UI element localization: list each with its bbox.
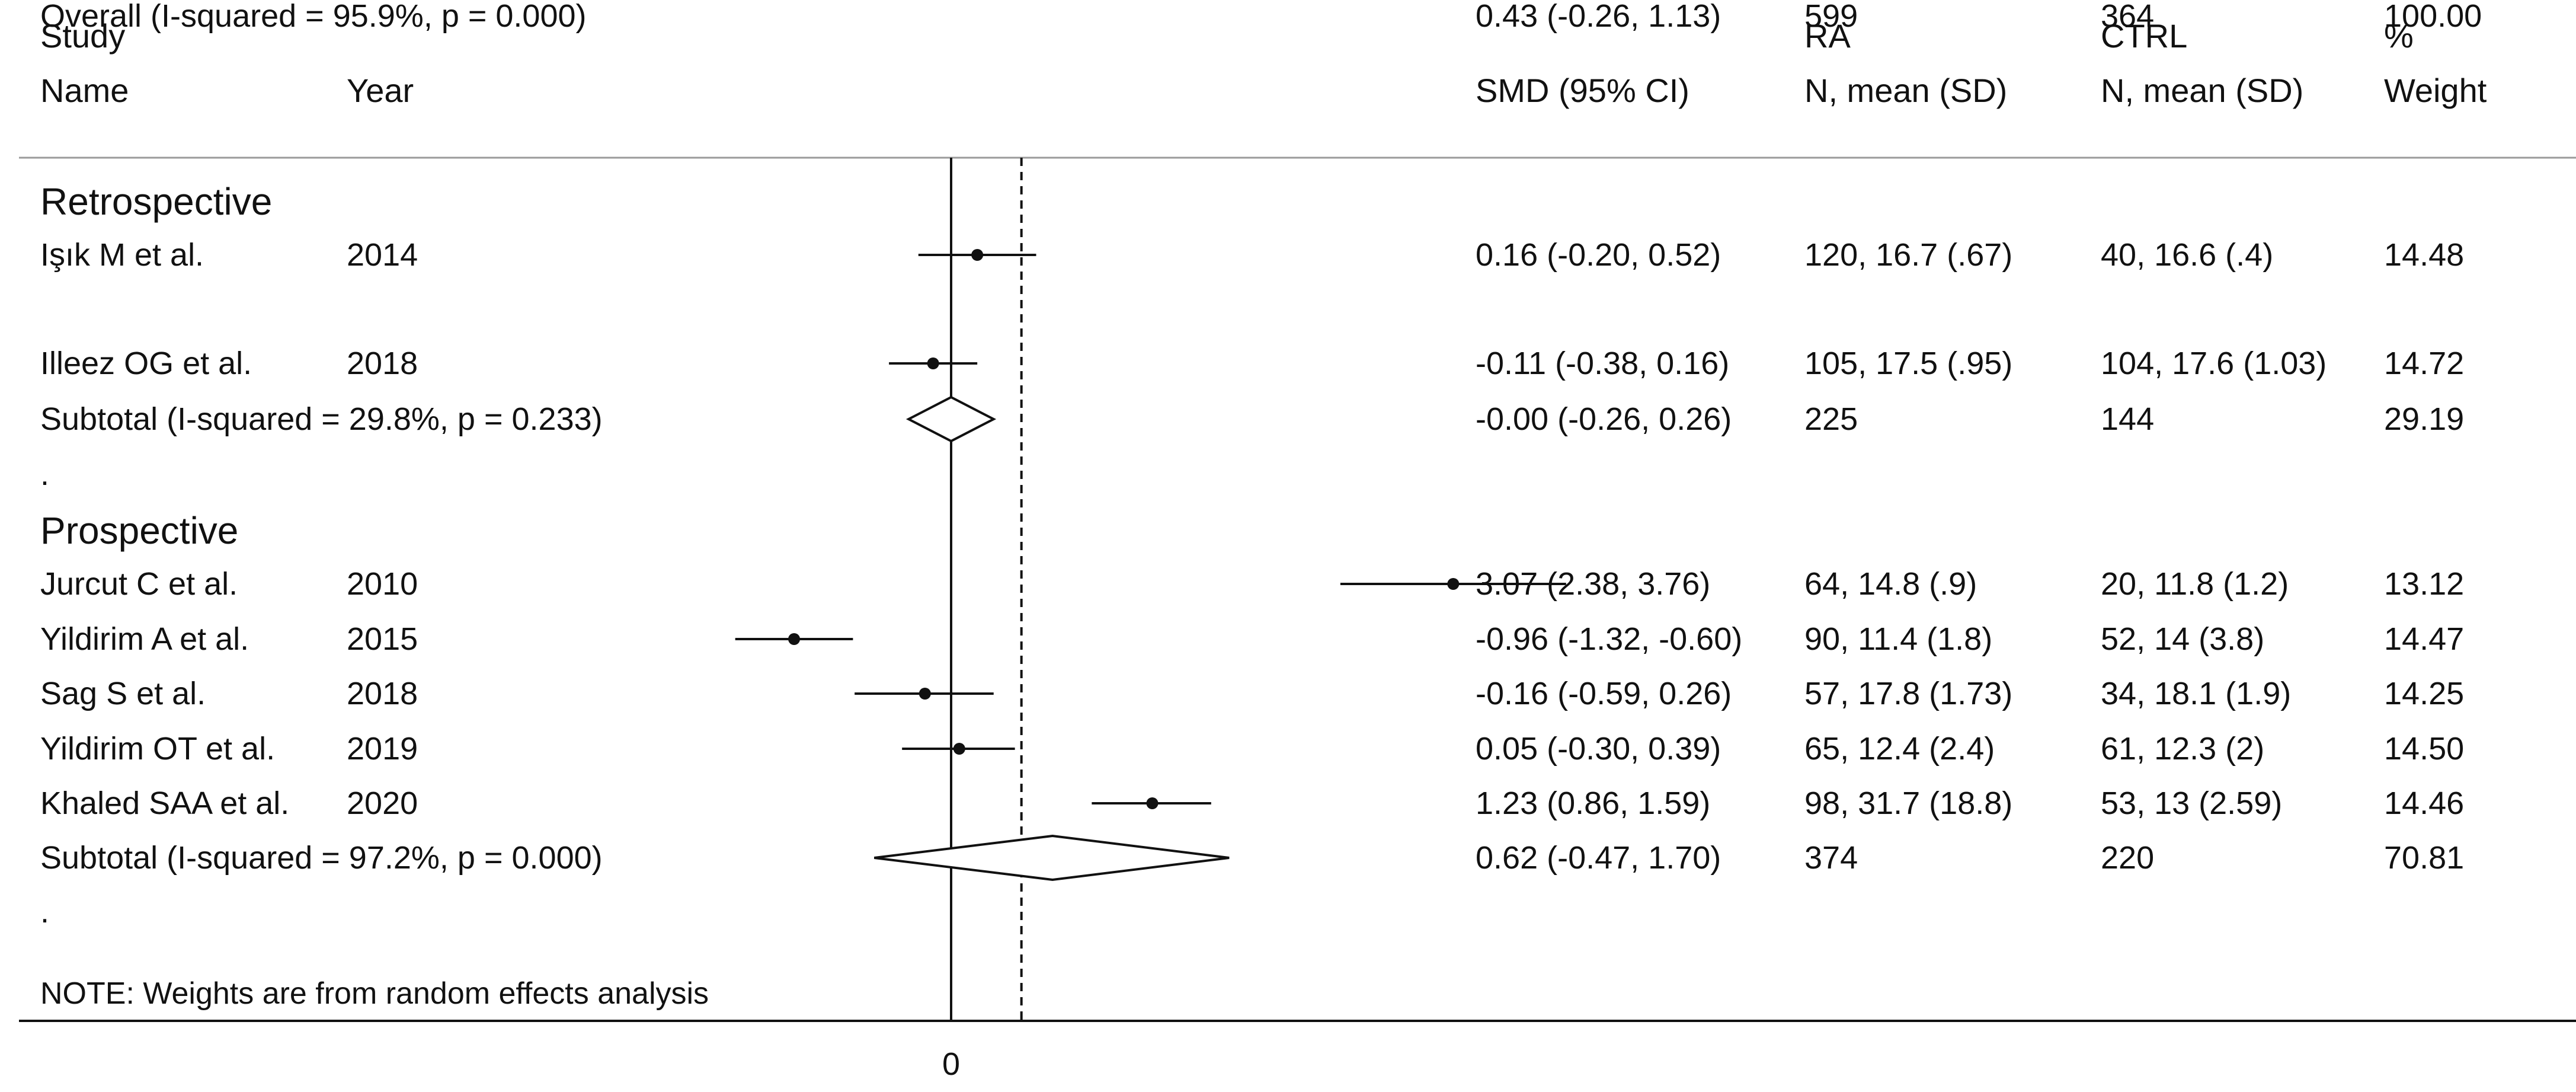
ctrl-value: 52, 14 (3.8)	[2101, 621, 2265, 657]
ctrl-value: 20, 11.8 (1.2)	[2101, 566, 2289, 602]
header-weight: Weight	[2384, 72, 2487, 109]
weight-value: 100.00	[2384, 0, 2482, 34]
point-estimate	[927, 357, 939, 369]
ctrl-value: 40, 16.6 (.4)	[2101, 237, 2274, 273]
study-name: Yildirim A et al.	[40, 621, 249, 657]
group-heading: Retrospective	[40, 180, 273, 223]
weight-value: 14.46	[2384, 786, 2465, 821]
study-year: 2015	[347, 621, 418, 657]
header-smd: SMD (95% CI)	[1476, 72, 1689, 109]
study-year: 2014	[347, 237, 418, 273]
overall-label: Overall (I-squared = 95.9%, p = 0.000)	[40, 0, 587, 34]
footnote: NOTE: Weights are from random effects an…	[40, 976, 709, 1011]
smd-ci-value: -0.00 (-0.26, 0.26)	[1476, 401, 1732, 437]
smd-ci-value: -0.16 (-0.59, 0.26)	[1476, 676, 1732, 711]
smd-ci-value: -0.96 (-1.32, -0.60)	[1476, 621, 1743, 657]
point-estimate	[1146, 797, 1159, 809]
ctrl-value: 144	[2101, 401, 2155, 437]
smd-ci-value: 0.16 (-0.20, 0.52)	[1476, 237, 1721, 273]
ra-value: 105, 17.5 (.95)	[1804, 346, 2013, 381]
weight-value: 14.48	[2384, 237, 2465, 273]
study-name: Illeez OG et al.	[40, 346, 252, 381]
x-tick-label: 0	[942, 1046, 961, 1082]
weight-value: 14.47	[2384, 621, 2465, 657]
ctrl-value: 104, 17.6 (1.03)	[2101, 346, 2327, 381]
ra-value: 120, 16.7 (.67)	[1804, 237, 2013, 273]
header-weight-percent: %	[2384, 17, 2414, 55]
study-year: 2019	[347, 731, 418, 767]
header-year: Year	[347, 72, 414, 109]
subtotal-diamond	[874, 834, 1230, 882]
ctrl-value: 61, 12.3 (2)	[2101, 731, 2265, 767]
study-name: Jurcut C et al.	[40, 566, 238, 602]
smd-ci-value: 0.05 (-0.30, 0.39)	[1476, 731, 1721, 767]
study-year: 2018	[347, 676, 418, 711]
ctrl-value: 364	[2101, 0, 2155, 34]
weight-value: 13.12	[2384, 566, 2465, 602]
ra-value: 374	[1804, 840, 1858, 876]
point-estimate	[919, 688, 931, 700]
header-ra-stats: N, mean (SD)	[1804, 72, 2008, 109]
header-name: Name	[40, 72, 129, 109]
study-name: Yildirim OT et al.	[40, 731, 276, 767]
ra-value: 90, 11.4 (1.8)	[1804, 621, 1993, 657]
header-ctrl: CTRL	[2101, 17, 2188, 55]
subtotal-diamond	[905, 395, 997, 443]
smd-ci-value: 1.23 (0.86, 1.59)	[1476, 786, 1711, 821]
group-heading: Prospective	[40, 509, 239, 552]
ra-value: 65, 12.4 (2.4)	[1804, 731, 1995, 767]
study-name: Sag S et al.	[40, 676, 206, 711]
study-name: Khaled SAA et al.	[40, 786, 290, 821]
point-estimate	[1447, 578, 1460, 590]
weight-value: 14.25	[2384, 676, 2465, 711]
weight-value: 14.72	[2384, 346, 2465, 381]
point-estimate	[971, 249, 984, 261]
subtotal-label: Subtotal (I-squared = 97.2%, p = 0.000)	[40, 840, 603, 876]
spacer-dot: .	[40, 894, 50, 930]
smd-ci-value: 3.07 (2.38, 3.76)	[1476, 566, 1711, 602]
header-ctrl-stats: N, mean (SD)	[2101, 72, 2304, 109]
smd-ci-value: 0.62 (-0.47, 1.70)	[1476, 840, 1721, 876]
point-estimate	[953, 743, 965, 755]
header-study: Study	[40, 17, 126, 55]
ctrl-value: 220	[2101, 840, 2155, 876]
ra-value: 225	[1804, 401, 1858, 437]
study-year: 2018	[347, 346, 418, 381]
weight-value: 70.81	[2384, 840, 2465, 876]
weight-value: 29.19	[2384, 401, 2465, 437]
ctrl-value: 34, 18.1 (1.9)	[2101, 676, 2292, 711]
smd-ci-value: 0.43 (-0.26, 1.13)	[1476, 0, 1721, 34]
point-estimate	[788, 633, 801, 645]
ra-value: 57, 17.8 (1.73)	[1804, 676, 2013, 711]
study-year: 2020	[347, 786, 418, 821]
header-ra: RA	[1804, 17, 1851, 55]
weight-value: 14.50	[2384, 731, 2465, 767]
study-year: 2010	[347, 566, 418, 602]
subtotal-label: Subtotal (I-squared = 29.8%, p = 0.233)	[40, 401, 603, 437]
ra-value: 64, 14.8 (.9)	[1804, 566, 1977, 602]
smd-ci-value: -0.11 (-0.38, 0.16)	[1476, 346, 1730, 381]
ra-value: 599	[1804, 0, 1858, 34]
ctrl-value: 53, 13 (2.59)	[2101, 786, 2283, 821]
ra-value: 98, 31.7 (18.8)	[1804, 786, 2013, 821]
spacer-dot: .	[40, 456, 50, 492]
study-name: Işık M et al.	[40, 237, 204, 273]
